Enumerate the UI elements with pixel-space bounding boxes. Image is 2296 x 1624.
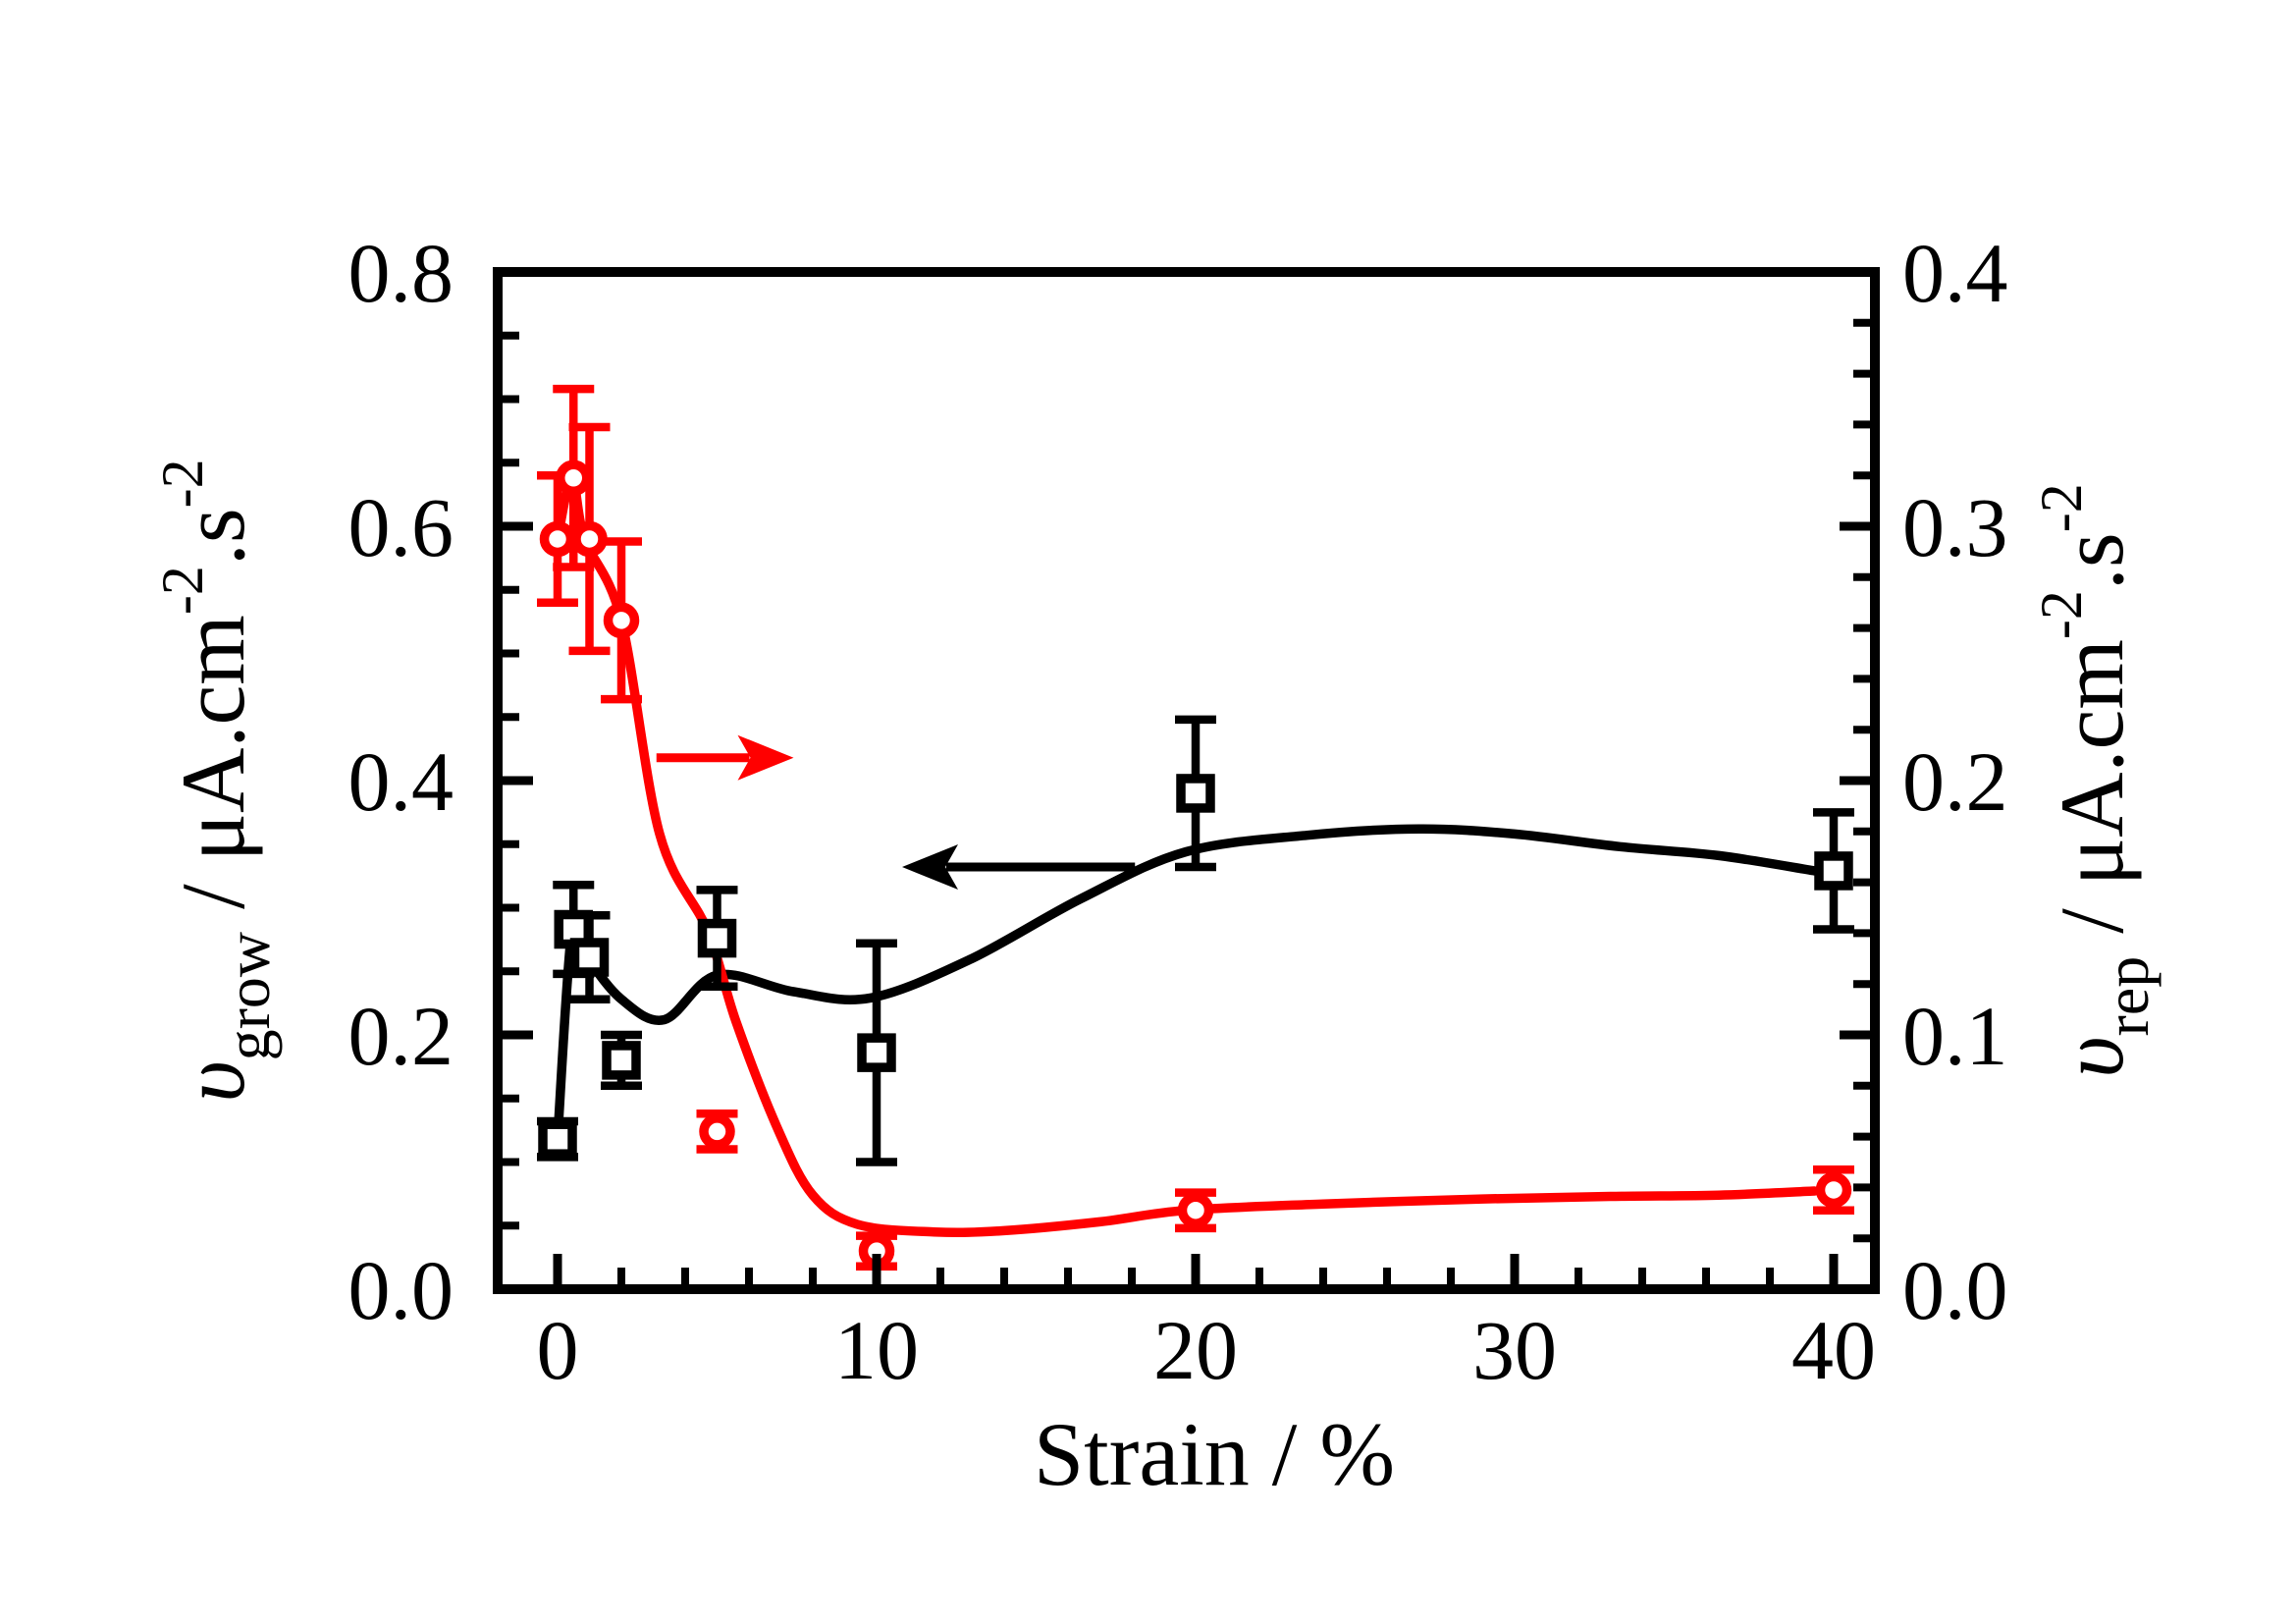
axis-arrows: [656, 734, 1136, 891]
grow-marker-square: [538, 1119, 577, 1159]
right-axis-tick-label: 0.4: [1902, 226, 2008, 320]
right-arrowhead-icon: [737, 734, 794, 781]
data-markers: [538, 460, 1853, 1270]
axes: [493, 267, 1880, 1294]
right-arrow-annotation: [656, 734, 794, 781]
rep-marker-circle: [603, 602, 640, 639]
grow-marker-square: [569, 938, 610, 977]
x-axis-tick-label: 10: [834, 1303, 919, 1397]
rep-fit-curve: [553, 473, 1820, 1238]
grow-marker-square: [1176, 774, 1215, 813]
x-axis-tick-label: 0: [537, 1303, 579, 1397]
left-axis-tick-label: 0.8: [348, 226, 454, 320]
left-axis-tick-label: 0.6: [348, 480, 454, 574]
left-axis-tick-label: 0.0: [348, 1243, 454, 1337]
grow-marker-square: [697, 918, 737, 958]
rep-marker-circle: [1177, 1192, 1214, 1228]
right-axis-tick-label: 0.0: [1902, 1243, 2008, 1337]
right-axis-tick-label: 0.3: [1902, 480, 2008, 574]
grow-marker-square: [857, 1033, 896, 1072]
x-axis-tick-label: 30: [1472, 1303, 1557, 1397]
left-axis-title: υgrow / μA.cm-2.s-2: [150, 459, 283, 1102]
fit-curves: [553, 473, 1820, 1238]
x-axis-title: Strain / %: [1034, 1404, 1395, 1504]
left-arrowhead-icon: [902, 844, 958, 891]
rep-marker-circle: [699, 1113, 735, 1150]
rep-marker-circle: [1815, 1171, 1852, 1209]
x-axis-tick-label: 40: [1791, 1303, 1876, 1397]
left-axis-tick-label: 0.4: [348, 734, 454, 829]
grow-marker-square: [1814, 851, 1853, 891]
axis-text: 0 10 20 30 40 0.0 0.2 0.4 0.6 0.8 0.0 0.1 0.2 0.3 0.4 υ…: [150, 226, 2162, 1504]
rep-marker-circle: [556, 460, 592, 497]
x-axis-tick-label: 20: [1153, 1303, 1238, 1397]
rep-marker-circle: [571, 520, 608, 558]
left-arrow-annotation: [902, 844, 1136, 891]
right-axis-tick-label: 0.2: [1902, 734, 2008, 829]
right-axis-title: υrep / μA.cm-2.s-2: [2029, 483, 2162, 1077]
grow-marker-square: [602, 1041, 641, 1080]
rep-marker-circle: [539, 520, 576, 558]
left-axis-tick-label: 0.2: [348, 989, 454, 1083]
plot-frame: [493, 267, 1880, 1294]
right-axis-tick-label: 0.1: [1902, 989, 2008, 1083]
grow-fit-curve: [553, 824, 1820, 1144]
